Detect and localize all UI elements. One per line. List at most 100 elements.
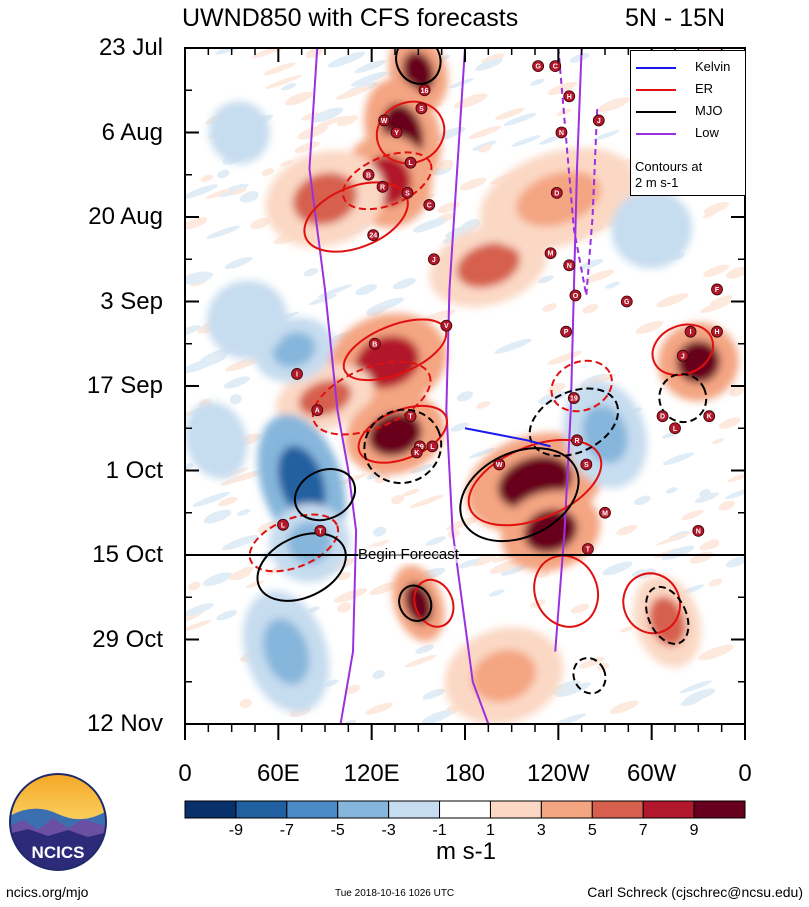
anomaly-speck bbox=[200, 174, 214, 182]
legend-label: ER bbox=[695, 81, 714, 96]
anomaly-speck bbox=[373, 526, 387, 537]
anomaly-speck bbox=[547, 350, 582, 365]
y-tick-label: 20 Aug bbox=[88, 203, 163, 230]
anomaly-speck bbox=[569, 52, 590, 63]
anomaly-speck bbox=[461, 219, 481, 231]
storm-label: R bbox=[380, 184, 385, 191]
anomaly-speck bbox=[415, 644, 434, 654]
storm-symbol bbox=[684, 325, 697, 338]
storm-symbol bbox=[549, 60, 562, 73]
storm-marker: I bbox=[684, 325, 697, 338]
storm-symbol bbox=[544, 247, 557, 260]
anomaly-speck bbox=[475, 58, 503, 71]
storm-marker: D bbox=[550, 186, 563, 199]
anomaly-speck bbox=[221, 535, 258, 551]
storm-marker: L bbox=[669, 422, 681, 435]
footer-timestamp: Tue 2018-10-16 1026 UTC bbox=[335, 888, 455, 899]
anomaly-speck bbox=[404, 654, 437, 668]
storm-marker: K bbox=[703, 410, 716, 423]
begin-forecast-label: Begin Forecast bbox=[358, 546, 459, 563]
anomaly-speck bbox=[703, 201, 729, 215]
anomaly-blob bbox=[225, 298, 269, 341]
y-tick-label: 29 Oct bbox=[92, 625, 163, 653]
anomaly-speck bbox=[709, 295, 733, 306]
storm-marker: W bbox=[493, 458, 506, 471]
storm-marker: H bbox=[711, 325, 723, 338]
anomaly-speck bbox=[488, 589, 505, 597]
storm-label: D bbox=[554, 190, 559, 197]
colorbar-units: m s-1 bbox=[436, 838, 496, 865]
storm-symbol bbox=[550, 186, 563, 199]
storm-symbol bbox=[390, 126, 403, 139]
anomaly-speck bbox=[718, 500, 735, 511]
anomaly-speck bbox=[616, 524, 638, 536]
anomaly-speck bbox=[421, 710, 452, 724]
storm-label: N bbox=[696, 528, 701, 535]
anomaly-speck bbox=[185, 358, 217, 374]
x-tick-label: 60E bbox=[256, 760, 300, 787]
mjo-contour bbox=[363, 408, 443, 485]
anomaly-speck bbox=[454, 93, 488, 109]
mjo-contour bbox=[256, 532, 347, 602]
colorbar-swatch bbox=[184, 800, 237, 819]
low-contour bbox=[445, 48, 490, 724]
storm-label: J bbox=[597, 118, 601, 125]
anomaly-speck bbox=[417, 309, 456, 326]
storm-label: N bbox=[559, 130, 564, 137]
anomaly-speck bbox=[538, 135, 563, 145]
storm-marker: C bbox=[423, 199, 436, 211]
colorbar-label: -1 bbox=[432, 822, 447, 839]
anomaly-speck bbox=[412, 217, 447, 233]
storm-label: S bbox=[584, 462, 589, 469]
storm-label: O bbox=[573, 293, 579, 300]
anomaly-speck bbox=[578, 258, 604, 270]
anomaly-speck bbox=[309, 293, 337, 305]
y-tick-label: 15 Oct bbox=[92, 541, 163, 568]
x-tick-label: 60W bbox=[626, 760, 677, 787]
storm-marker: 19 bbox=[567, 392, 580, 404]
anomaly-speck bbox=[542, 303, 557, 312]
colorbar-label: 1 bbox=[486, 822, 495, 839]
anomaly-speck bbox=[494, 338, 532, 354]
anomaly-speck bbox=[538, 390, 567, 405]
storm-marker: T bbox=[404, 410, 417, 423]
anomaly-speck bbox=[280, 160, 294, 167]
storm-label: M bbox=[602, 510, 608, 517]
colorbar-swatch bbox=[642, 800, 695, 819]
colorbar-swatch bbox=[235, 800, 288, 819]
anomaly-speck bbox=[327, 51, 366, 68]
anomaly-speck bbox=[694, 492, 719, 503]
storm-label: 24 bbox=[369, 233, 377, 240]
storm-marker: P bbox=[560, 325, 573, 338]
storm-marker: S bbox=[415, 102, 428, 115]
colorbar-label: 3 bbox=[536, 822, 546, 839]
anomaly-speck bbox=[240, 191, 259, 203]
anomaly-blob bbox=[404, 582, 433, 624]
anomaly-speck bbox=[265, 74, 303, 89]
anomaly-speck bbox=[578, 656, 605, 669]
footer-author: Carl Schreck (cjschrec@ncsu.edu) bbox=[587, 884, 803, 900]
storm-marker: 16 bbox=[418, 84, 431, 97]
anomaly-speck bbox=[238, 566, 254, 575]
anomaly-speck bbox=[729, 386, 744, 397]
storm-marker: G bbox=[532, 60, 545, 73]
anomaly-speck bbox=[432, 126, 466, 142]
storm-label: L bbox=[281, 522, 286, 529]
anomaly-speck bbox=[301, 112, 319, 121]
anomaly-speck bbox=[684, 688, 716, 703]
anomaly-speck bbox=[470, 554, 497, 567]
anomaly-speck bbox=[495, 107, 525, 121]
anomaly-speck bbox=[354, 60, 386, 74]
storm-label: S bbox=[419, 106, 424, 113]
anomaly-speck bbox=[556, 682, 591, 698]
anomaly-speck bbox=[718, 417, 741, 429]
storm-marker: G bbox=[620, 295, 633, 308]
anomaly-speck bbox=[727, 472, 745, 483]
storm-symbol bbox=[669, 422, 681, 435]
storm-symbol bbox=[440, 319, 453, 332]
anomaly-speck bbox=[307, 606, 320, 613]
storm-label: T bbox=[408, 414, 413, 421]
colorbar-label: -9 bbox=[228, 822, 244, 839]
legend-swatch bbox=[636, 89, 676, 91]
